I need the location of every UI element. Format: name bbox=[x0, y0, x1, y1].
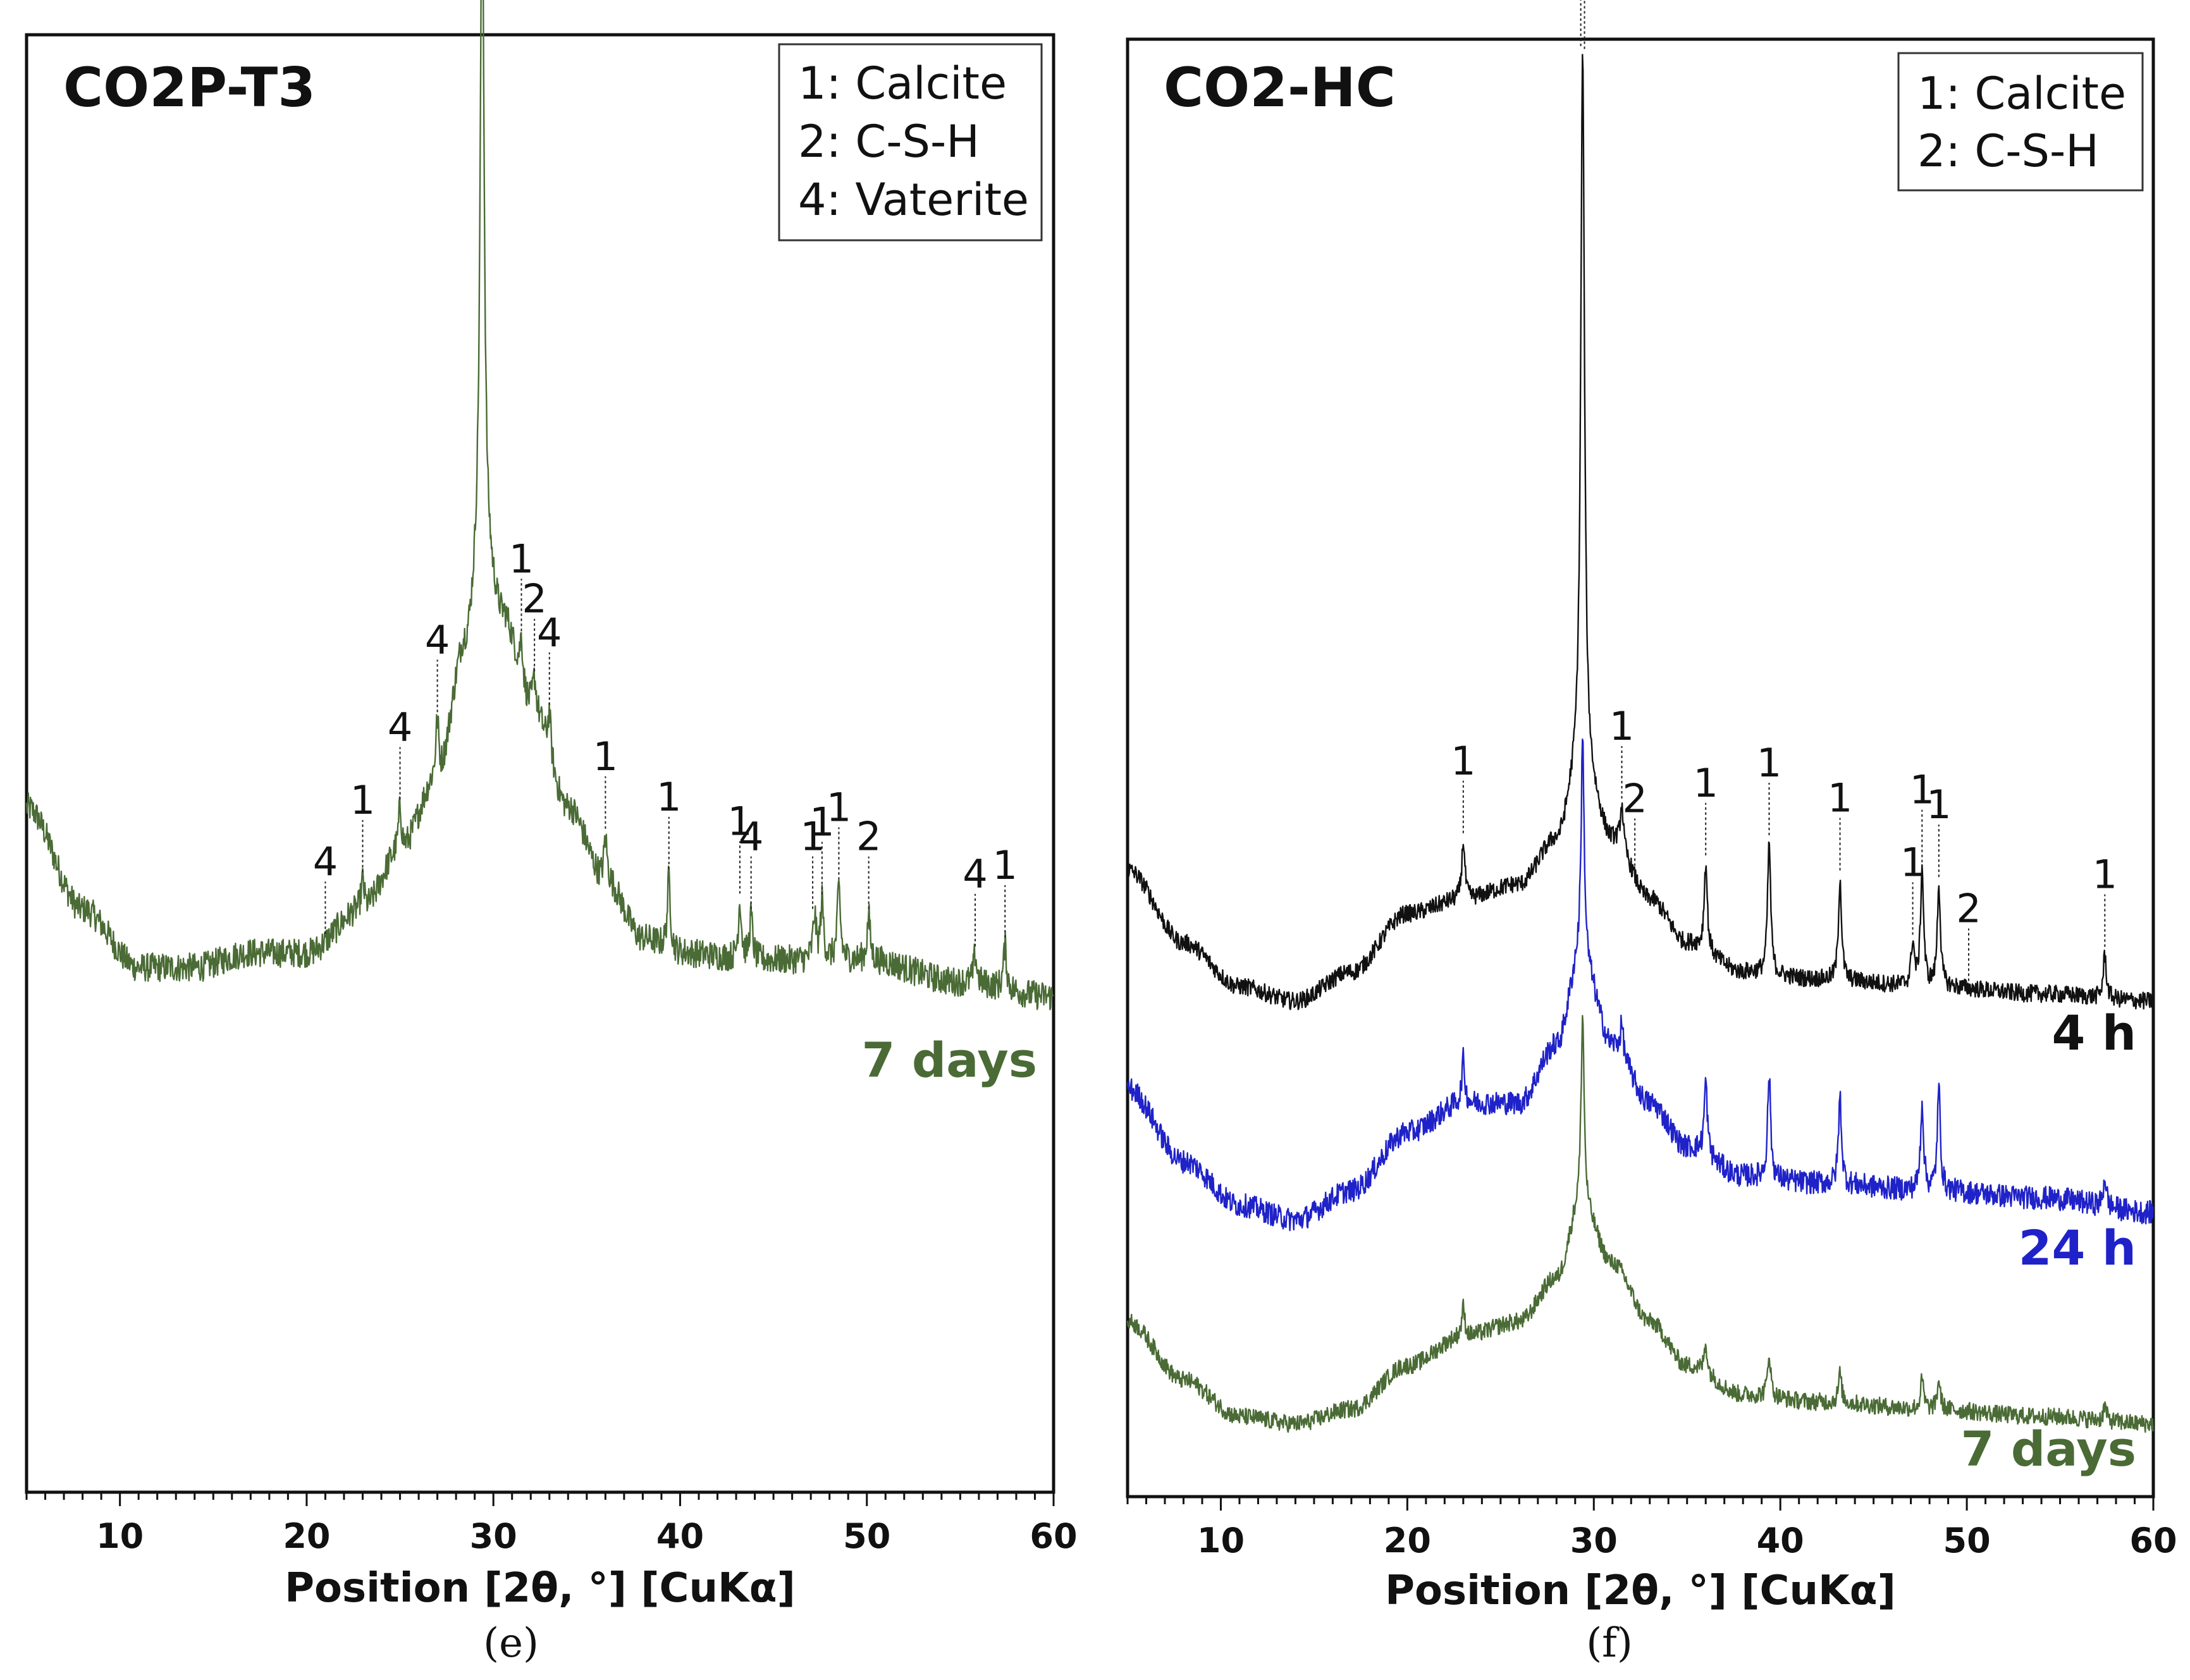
peak-label: 2 bbox=[522, 576, 546, 622]
x-tick-label: 60 bbox=[2129, 1521, 2177, 1560]
peak-label: 1 bbox=[1451, 738, 1475, 784]
peak-label: 1 bbox=[1693, 760, 1718, 806]
legend: 1: Calcite 2: C-S-H 4: Vaterite bbox=[778, 43, 1043, 242]
peak-label: 1 bbox=[727, 798, 752, 844]
x-tick-label: 50 bbox=[1943, 1521, 1991, 1560]
peak-label: 1 bbox=[1609, 703, 1634, 749]
peak-label: 1 bbox=[993, 842, 1018, 888]
panel-caption: (f) bbox=[1586, 1620, 1633, 1667]
peak-label: 2 bbox=[856, 814, 881, 860]
x-axis-label: Position [2θ, °] [CuKα] bbox=[285, 1565, 796, 1612]
legend-box bbox=[1897, 52, 2144, 192]
series-label-7-days: 7 days bbox=[862, 1032, 1037, 1088]
x-tick-label: 40 bbox=[1757, 1521, 1804, 1560]
panel-title: CO2P-T3 bbox=[63, 56, 316, 120]
legend-entry-vaterite: 4: Vaterite bbox=[798, 174, 1029, 226]
x-tick-label: 10 bbox=[1197, 1521, 1245, 1560]
x-tick-label: 30 bbox=[1570, 1521, 1618, 1560]
x-tick-label: 20 bbox=[283, 1516, 330, 1556]
peak-label: 4 bbox=[739, 813, 763, 859]
peak-label: 1 bbox=[593, 733, 618, 780]
peak-label: 2 bbox=[1622, 775, 1647, 821]
peak-label: 1 bbox=[809, 799, 834, 845]
series-line bbox=[25, 0, 1054, 1010]
legend-entry-csh: 2: C-S-H bbox=[1917, 125, 2099, 177]
series-line bbox=[1126, 1015, 2154, 1433]
peak-label: 4 bbox=[313, 838, 338, 885]
x-tick-label: 30 bbox=[470, 1516, 517, 1556]
series-line bbox=[1126, 739, 2154, 1232]
peak-label: 4 bbox=[425, 616, 450, 663]
peak-label: 1 bbox=[509, 536, 534, 582]
legend-box bbox=[778, 43, 1043, 242]
x-tick-label: 60 bbox=[1030, 1516, 1077, 1556]
peak-label: 1 bbox=[350, 777, 375, 823]
peak-label: 4 bbox=[388, 704, 412, 751]
series-line bbox=[1126, 54, 2154, 1010]
x-tick-label: 20 bbox=[1384, 1521, 1431, 1560]
legend: 1: Calcite 2: C-S-H bbox=[1897, 52, 2144, 192]
peak-label: 1 bbox=[827, 784, 851, 830]
x-axis-label: Position [2θ, °] [CuKα] bbox=[1385, 1567, 1896, 1614]
panel-caption: (e) bbox=[483, 1620, 539, 1667]
peak-label: 1 bbox=[2093, 852, 2117, 898]
x-tick-label: 50 bbox=[843, 1516, 890, 1556]
panel-title: CO2-HC bbox=[1164, 56, 1396, 120]
peak-label: 4 bbox=[537, 610, 562, 656]
plot-frame bbox=[25, 33, 1055, 1494]
peak-label: 1 bbox=[1900, 839, 1925, 885]
legend-entry-csh: 2: C-S-H bbox=[798, 116, 980, 168]
peak-label: 1 bbox=[800, 814, 825, 860]
peak-label: 1 bbox=[1910, 767, 1935, 813]
series-label-7-days: 7 days bbox=[1961, 1421, 2136, 1477]
series-label-24-h: 24 h bbox=[2019, 1220, 2136, 1276]
peak-label: 1 bbox=[1828, 775, 1852, 821]
peak-label: 4 bbox=[963, 851, 987, 897]
peak-label: 1 bbox=[1757, 740, 1781, 786]
peak-label: 2 bbox=[1956, 885, 1981, 931]
plot-frame bbox=[1126, 37, 2155, 1499]
x-tick-label: 10 bbox=[96, 1516, 144, 1556]
x-tick-label: 40 bbox=[656, 1516, 704, 1556]
legend-entry-calcite: 1: Calcite bbox=[798, 58, 1007, 109]
series-label-4-h: 4 h bbox=[2052, 1005, 2136, 1061]
peak-label: 1 bbox=[656, 774, 681, 820]
peak-label: 1 bbox=[1926, 782, 1951, 828]
legend-entry-calcite: 1: Calcite bbox=[1917, 68, 2126, 120]
